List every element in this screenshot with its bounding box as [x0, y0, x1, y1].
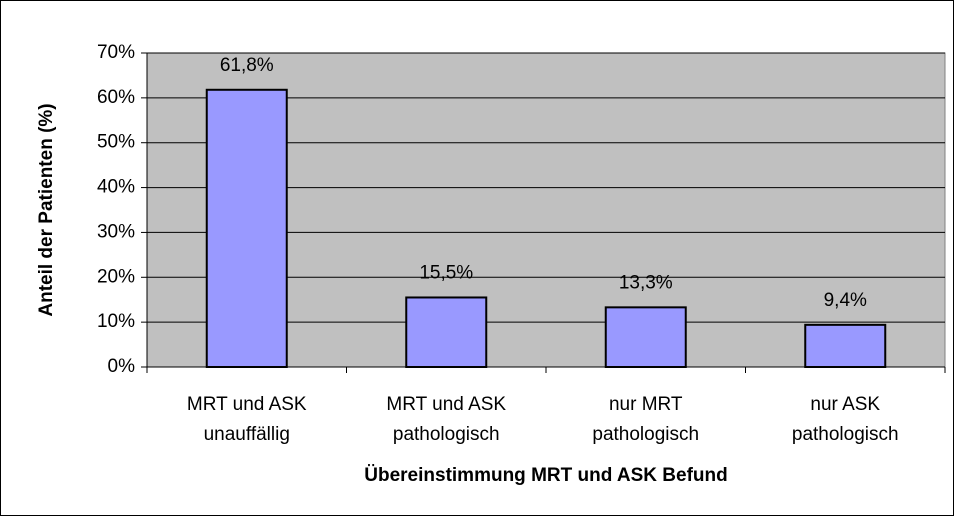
bar: [205, 88, 288, 368]
y-tick-label: 70%: [97, 42, 135, 63]
x-tick-label: MRT und ASK: [386, 394, 506, 415]
y-tick-label: 20%: [97, 266, 135, 287]
x-axis-title: Übereinstimmung MRT und ASK Befund: [364, 465, 727, 486]
data-label: 61,8%: [220, 55, 274, 76]
x-tick-label: nur ASK: [810, 394, 880, 415]
bar: [804, 323, 887, 369]
y-tick-label: 30%: [97, 221, 135, 242]
bar: [405, 296, 488, 369]
x-tick-label: nur MRT: [609, 394, 683, 415]
x-tick-label: MRT und ASK: [187, 394, 307, 415]
x-tick-label: pathologisch: [592, 424, 699, 445]
y-tick-label: 40%: [97, 177, 135, 198]
y-tick-label: 60%: [97, 87, 135, 108]
y-axis-title: Anteil der Patienten (%): [36, 103, 57, 316]
x-tick-label: unauffällig: [204, 424, 290, 445]
y-tick-label: 50%: [97, 132, 135, 153]
bar: [604, 306, 687, 368]
data-label: 13,3%: [619, 272, 673, 293]
data-label: 9,4%: [824, 290, 867, 311]
y-tick-label: 10%: [97, 311, 135, 332]
data-label: 15,5%: [419, 262, 473, 283]
y-tick-label: 0%: [108, 356, 136, 377]
x-tick-label: pathologisch: [792, 424, 899, 445]
x-tick-label: pathologisch: [393, 424, 500, 445]
